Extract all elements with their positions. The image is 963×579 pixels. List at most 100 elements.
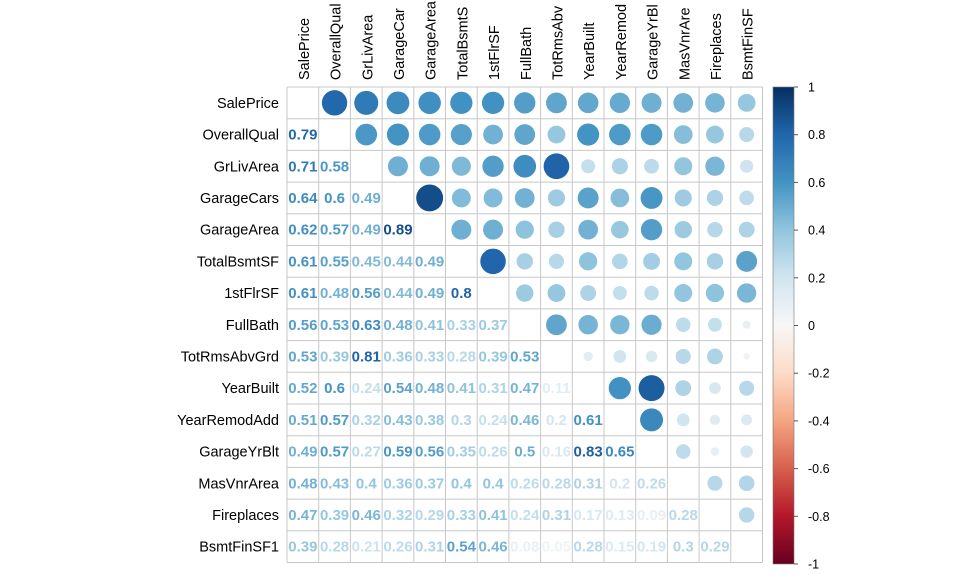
correlation-circle	[612, 286, 627, 301]
correlation-value-label: 0.16	[542, 444, 571, 461]
column-label: GarageArea	[424, 0, 440, 80]
correlation-value-label: 0.08	[510, 539, 539, 556]
correlation-circle	[547, 125, 566, 144]
correlation-value-label: 0.71	[288, 158, 317, 175]
correlation-circle	[419, 156, 440, 177]
correlation-value-label: 0.41	[447, 380, 476, 397]
column-label: FullBath	[519, 27, 535, 80]
correlation-value-label: 0.48	[415, 380, 444, 397]
correlation-circle	[673, 125, 693, 144]
correlation-value-label: 0.32	[352, 412, 381, 429]
colorbar-tick-label: -0.8	[808, 510, 830, 524]
correlation-value-label: 0.45	[352, 253, 381, 270]
correlation-value-label: 0.17	[574, 507, 603, 524]
correlation-circle	[481, 91, 505, 114]
correlation-value-label: 0.27	[352, 444, 381, 461]
correlation-circle	[705, 156, 725, 176]
correlation-circle	[580, 285, 597, 301]
correlation-value-label: 0.26	[383, 539, 412, 556]
correlation-circle	[516, 284, 534, 302]
correlation-value-label: 0.5	[514, 444, 535, 461]
colorbar-tick-label: 0.8	[808, 128, 825, 142]
correlation-value-label: 0.31	[574, 475, 603, 492]
correlation-value-label: 0.6	[324, 380, 345, 397]
row-label: TotalBsmtSF	[197, 254, 279, 270]
colorbar-tick-label: -0.6	[808, 462, 830, 476]
row-label: YearRemodAdd	[177, 413, 279, 429]
correlation-circle	[581, 159, 596, 174]
correlation-circle	[740, 445, 753, 458]
correlation-value-label: 0.21	[352, 539, 381, 556]
column-label: SalePrice	[297, 18, 313, 80]
correlation-value-label: 0.48	[288, 475, 317, 492]
correlation-value-label: 0.33	[447, 507, 476, 524]
correlation-value-label: 0.13	[605, 507, 634, 524]
correlation-circle	[705, 283, 725, 303]
correlation-circle	[480, 248, 506, 275]
correlation-value-label: 0.37	[415, 475, 444, 492]
correlation-circle	[450, 123, 472, 146]
row-label: GarageYrBlt	[199, 445, 279, 461]
correlation-value-label: 0.54	[447, 539, 477, 556]
correlation-value-label: 0.24	[352, 380, 382, 397]
column-label: TotRmsAbv	[550, 5, 566, 80]
correlation-circle	[644, 158, 659, 174]
correlation-circle	[674, 189, 692, 207]
correlation-value-label: 0.62	[288, 222, 317, 239]
correlation-value-label: 0.61	[288, 285, 317, 302]
correlation-circle	[386, 91, 410, 115]
colorbar-gradient	[772, 86, 795, 565]
correlation-value-label: 0.28	[447, 348, 476, 365]
colorbar-tick-label: -0.4	[808, 414, 830, 428]
correlation-value-label: 0.37	[478, 317, 507, 334]
correlation-value-label: 0.61	[574, 412, 603, 429]
correlation-circle	[640, 408, 664, 432]
correlation-value-label: 0.46	[352, 507, 381, 524]
correlation-value-label: 0.53	[320, 317, 349, 334]
correlation-circle	[516, 253, 533, 270]
correlation-value-label: 0.49	[415, 285, 444, 302]
correlation-value-label: 0.55	[320, 253, 349, 270]
correlation-circle	[354, 90, 379, 115]
correlation-circle	[613, 350, 627, 363]
correlation-value-label: 0.26	[637, 475, 666, 492]
correlation-value-label: 0.3	[673, 539, 694, 556]
column-label: MasVnrAre	[677, 7, 693, 80]
correlation-value-label: 0.39	[478, 348, 507, 365]
correlation-circle	[609, 123, 631, 146]
correlation-value-label: 0.89	[383, 222, 412, 239]
row-label: TotRmsAbvGrd	[181, 349, 279, 365]
correlation-circle	[709, 382, 721, 395]
correlation-value-label: 0.49	[352, 190, 381, 207]
row-label: GrLivArea	[214, 159, 280, 175]
row-label: OverallQual	[202, 128, 279, 144]
correlation-value-label: 0.38	[415, 412, 444, 429]
correlation-circle	[579, 252, 598, 271]
correlation-circle	[578, 219, 599, 240]
correlation-circle	[514, 92, 536, 114]
correlation-value-label: 0.54	[383, 380, 413, 397]
row-label: SalePrice	[217, 96, 279, 112]
correlation-value-label: 0.15	[605, 539, 634, 556]
correlation-circle	[709, 414, 721, 425]
correlation-circle	[706, 125, 724, 144]
correlation-circle	[674, 157, 693, 176]
correlation-value-label: 0.81	[352, 348, 381, 365]
column-label: GarageYrBl	[646, 4, 662, 80]
correlation-value-label: 0.47	[288, 507, 317, 524]
correlation-circle	[608, 377, 631, 400]
correlation-circle	[483, 188, 503, 208]
correlation-circle	[675, 380, 692, 397]
correlation-circle	[674, 252, 693, 271]
correlation-circle	[515, 220, 534, 239]
correlation-circle	[548, 253, 564, 269]
correlation-value-label: 0.4	[483, 475, 505, 492]
correlation-value-label: 0.29	[700, 539, 729, 556]
colorbar-tick-label: -0.2	[808, 367, 830, 381]
correlation-value-label: 0.65	[605, 444, 634, 461]
correlation-value-label: 0.39	[288, 539, 317, 556]
correlation-value-label: 0.8	[451, 285, 472, 302]
correlation-circle	[387, 156, 408, 177]
correlation-circle	[738, 475, 755, 492]
